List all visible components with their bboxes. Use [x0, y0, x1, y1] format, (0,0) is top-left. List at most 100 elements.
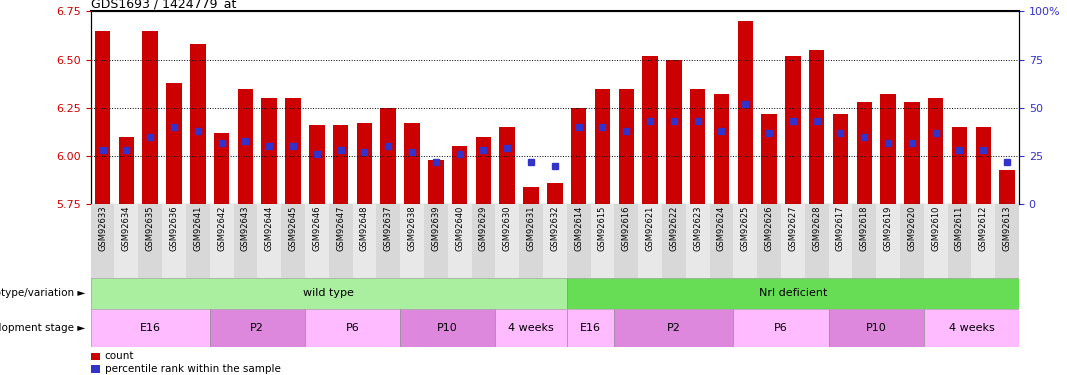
Text: GSM92633: GSM92633 — [98, 206, 107, 252]
Text: 4 weeks: 4 weeks — [508, 323, 554, 333]
Bar — [762, 114, 777, 204]
Text: P6: P6 — [774, 323, 787, 333]
Bar — [356, 123, 372, 204]
Bar — [758, 204, 781, 278]
Text: GSM92634: GSM92634 — [122, 206, 131, 251]
Text: GSM92644: GSM92644 — [265, 206, 274, 251]
Text: count: count — [105, 351, 134, 361]
Bar — [829, 204, 853, 278]
Text: GSM92614: GSM92614 — [574, 206, 584, 251]
Text: GSM92638: GSM92638 — [408, 206, 416, 252]
Bar — [495, 309, 567, 347]
Bar — [594, 88, 610, 204]
Text: GSM92627: GSM92627 — [789, 206, 797, 251]
Bar — [329, 204, 352, 278]
Bar — [162, 204, 186, 278]
Text: GSM92639: GSM92639 — [431, 206, 441, 251]
Bar — [424, 204, 448, 278]
Bar — [309, 125, 324, 204]
Bar — [853, 204, 876, 278]
Bar — [615, 309, 733, 347]
Bar — [924, 309, 1019, 347]
Bar — [733, 309, 829, 347]
Bar — [571, 108, 587, 204]
Text: GSM92611: GSM92611 — [955, 206, 964, 251]
Bar — [381, 108, 396, 204]
Text: GSM92642: GSM92642 — [217, 206, 226, 251]
Bar — [281, 204, 305, 278]
Bar — [472, 204, 495, 278]
Text: percentile rank within the sample: percentile rank within the sample — [105, 364, 281, 374]
Bar — [210, 309, 305, 347]
Text: GSM92632: GSM92632 — [551, 206, 559, 251]
Bar — [899, 204, 924, 278]
Bar — [857, 102, 872, 204]
Text: E16: E16 — [140, 323, 161, 333]
Text: P2: P2 — [667, 323, 681, 333]
Text: GSM92618: GSM92618 — [860, 206, 869, 251]
Bar — [666, 60, 682, 204]
Bar — [448, 204, 472, 278]
Text: wild type: wild type — [303, 288, 354, 298]
Text: P10: P10 — [437, 323, 458, 333]
Text: GSM92646: GSM92646 — [313, 206, 321, 251]
Bar — [547, 183, 562, 204]
Bar — [186, 204, 210, 278]
Text: GSM92617: GSM92617 — [835, 206, 845, 251]
Bar — [495, 204, 520, 278]
Bar — [190, 44, 206, 204]
Text: GSM92613: GSM92613 — [1003, 206, 1012, 251]
Bar — [210, 204, 234, 278]
Text: Nrl deficient: Nrl deficient — [759, 288, 827, 298]
Text: GSM92620: GSM92620 — [907, 206, 917, 251]
Bar — [114, 204, 139, 278]
Bar — [1000, 170, 1015, 204]
Bar — [924, 204, 947, 278]
Bar — [809, 50, 825, 204]
Bar — [143, 30, 158, 204]
Text: GSM92612: GSM92612 — [978, 206, 988, 251]
Bar — [499, 127, 515, 204]
Text: P6: P6 — [346, 323, 360, 333]
Text: GSM92629: GSM92629 — [479, 206, 488, 251]
Bar — [975, 127, 991, 204]
Bar — [520, 204, 543, 278]
Bar — [452, 147, 467, 204]
Bar — [234, 204, 257, 278]
Bar — [428, 160, 444, 204]
Text: P10: P10 — [865, 323, 887, 333]
Bar — [400, 309, 495, 347]
Bar — [476, 137, 491, 204]
Bar — [733, 204, 758, 278]
Bar — [352, 204, 377, 278]
Bar — [139, 204, 162, 278]
Text: E16: E16 — [580, 323, 601, 333]
Bar — [91, 365, 100, 373]
Bar — [880, 94, 896, 204]
Bar — [737, 21, 753, 204]
Text: GSM92635: GSM92635 — [146, 206, 155, 251]
Bar — [567, 204, 590, 278]
Bar — [686, 204, 710, 278]
Text: GSM92610: GSM92610 — [931, 206, 940, 251]
Text: GSM92628: GSM92628 — [812, 206, 822, 251]
Bar — [947, 204, 971, 278]
Bar — [91, 278, 567, 309]
Bar — [91, 352, 100, 360]
Bar — [829, 309, 924, 347]
Bar — [876, 204, 899, 278]
Text: GSM92615: GSM92615 — [598, 206, 607, 251]
Text: GSM92648: GSM92648 — [360, 206, 369, 251]
Bar — [904, 102, 920, 204]
Bar — [257, 204, 281, 278]
Text: GSM92621: GSM92621 — [646, 206, 654, 251]
Bar — [714, 94, 729, 204]
Bar — [333, 125, 348, 204]
Text: genotype/variation ►: genotype/variation ► — [0, 288, 85, 298]
Bar — [781, 204, 805, 278]
Bar — [213, 133, 229, 204]
Bar — [95, 30, 110, 204]
Text: GSM92636: GSM92636 — [170, 206, 178, 252]
Bar — [690, 88, 705, 204]
Bar — [928, 98, 943, 204]
